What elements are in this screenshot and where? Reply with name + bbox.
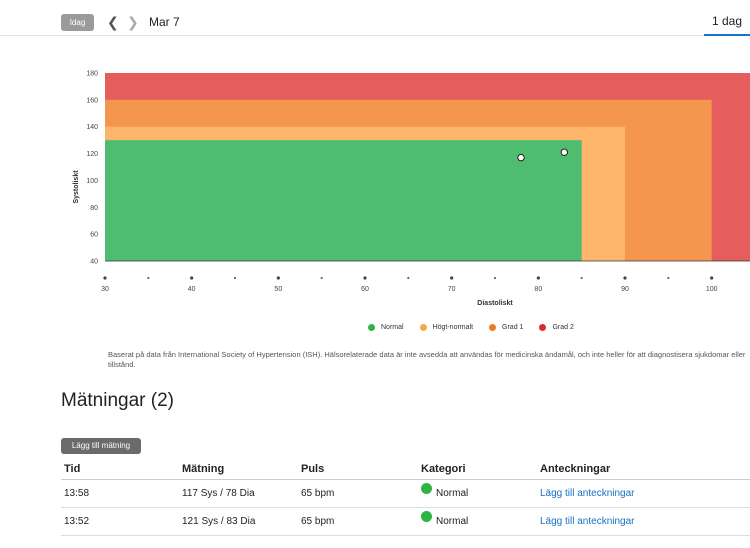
next-day-chevron-icon[interactable]: ❯ [127, 14, 139, 30]
measurement-point [517, 153, 525, 162]
x-tick-label: 80 [534, 286, 542, 293]
x-tick-label: 30 [101, 286, 109, 293]
row-category-label: Normal [436, 488, 469, 499]
legend-dot-grade1 [489, 324, 497, 331]
x-tick-dot [147, 276, 150, 280]
x-tick-dot [190, 276, 194, 280]
legend-label-grade1: Grad 1 [502, 324, 524, 331]
x-tick-dot [363, 276, 367, 280]
row-category-label: Normal [436, 516, 469, 527]
column-header-reading: Mätning [182, 463, 225, 475]
x-tick-dot [493, 276, 497, 280]
tab-1-day[interactable]: 1 dag [704, 12, 750, 36]
column-header-time: Tid [64, 463, 81, 475]
date-toolbar: Idag ❮ ❯ Mar 7 1 dag [0, 0, 750, 36]
x-tick-dot [103, 276, 107, 280]
x-tick-label: 100 [706, 286, 718, 293]
column-header-pulse: Puls [301, 463, 325, 475]
table-row: 13:58 117 Sys / 78 Dia 65 bpm Normal Läg… [61, 480, 750, 508]
category-normal-dot-icon [421, 483, 432, 494]
x-tick-dot [710, 276, 714, 280]
measurements-title: Mätningar (2) [61, 390, 174, 411]
chart-axes: 40 60 80 100 120 140 160 180 30 40 50 60 70 80 90 100 [86, 71, 750, 293]
x-tick-label: 70 [448, 286, 456, 293]
column-header-notes: Anteckningar [540, 463, 611, 475]
legend-item-normal: Normal [368, 324, 404, 331]
chart-legend: Normal Högt-normalt Grad 1 Grad 2 [368, 324, 574, 331]
previous-day-chevron-icon[interactable]: ❮ [107, 14, 119, 30]
x-tick-dot [450, 276, 454, 280]
category-zones [105, 73, 750, 261]
x-tick-dot [623, 276, 627, 280]
x-tick-label: 60 [361, 286, 369, 293]
add-measurement-button[interactable]: Lägg till mätning [61, 438, 141, 454]
current-date-label: Mar 7 [149, 15, 180, 29]
today-button[interactable]: Idag [61, 14, 94, 31]
row-category: Normal [421, 508, 468, 536]
row-category: Normal [421, 480, 468, 508]
x-tick-label: 90 [621, 286, 629, 293]
legend-label-normal: Normal [381, 324, 404, 331]
category-normal-dot-icon [421, 511, 432, 522]
add-notes-link[interactable]: Lägg till anteckningar [540, 516, 635, 527]
row-time: 13:58 [64, 488, 90, 499]
x-axis-title: Diastoliskt [477, 300, 513, 307]
y-tick-label: 80 [90, 205, 98, 212]
y-tick-label: 180 [86, 71, 98, 78]
x-tick-dot [320, 276, 323, 280]
zone-normal [105, 140, 582, 261]
legend-dot-normal [368, 324, 375, 331]
x-tick-label: 50 [274, 286, 282, 293]
x-tick-label: 40 [188, 286, 196, 293]
row-reading: 121 Sys / 83 Dia [182, 516, 256, 527]
y-tick-label: 120 [86, 151, 98, 158]
y-tick-label: 160 [86, 97, 98, 104]
y-tick-label: 60 [90, 232, 98, 239]
y-tick-label: 140 [86, 124, 98, 131]
measurement-points [517, 148, 569, 162]
legend-item-grade1: Grad 1 [489, 324, 523, 331]
x-tick-dot [233, 276, 237, 280]
add-notes-link[interactable]: Lägg till anteckningar [540, 488, 635, 499]
measurement-point [560, 148, 569, 156]
y-tick-label: 100 [86, 178, 98, 185]
table-header: Tid Mätning Puls Kategori Anteckningar [61, 458, 750, 480]
legend-label-grade2: Grad 2 [552, 324, 574, 331]
row-pulse: 65 bpm [301, 488, 335, 499]
y-axis-title: Systoliskt [73, 170, 80, 204]
ish-disclaimer: Baserat på data från International Socie… [108, 350, 746, 369]
x-tick-dot [667, 276, 670, 280]
legend-dot-grade2 [539, 324, 547, 331]
row-reading: 117 Sys / 78 Dia [182, 488, 255, 499]
legend-item-grade2: Grad 2 [539, 324, 574, 331]
legend-label-high-normal: Högt-normalt [432, 324, 474, 331]
measurements-table: Tid Mätning Puls Kategori Anteckningar 1… [61, 458, 750, 536]
x-tick-dot [536, 276, 540, 280]
x-tick-dot [580, 276, 583, 280]
x-tick-dot [407, 276, 410, 280]
row-time: 13:52 [64, 516, 90, 527]
blood-pressure-chart: 40 60 80 100 120 140 160 180 30 40 50 60 70 80 90 100 S… [73, 71, 750, 307]
legend-item-high-normal: Högt-normalt [419, 324, 474, 331]
legend-dot-high-normal [419, 324, 427, 331]
row-pulse: 65 bpm [301, 516, 335, 527]
table-row: 13:52 121 Sys / 83 Dia 65 bpm Normal Läg… [61, 508, 750, 536]
column-header-category: Kategori [421, 463, 466, 475]
y-tick-label: 40 [90, 259, 98, 266]
x-tick-dot [276, 276, 280, 280]
